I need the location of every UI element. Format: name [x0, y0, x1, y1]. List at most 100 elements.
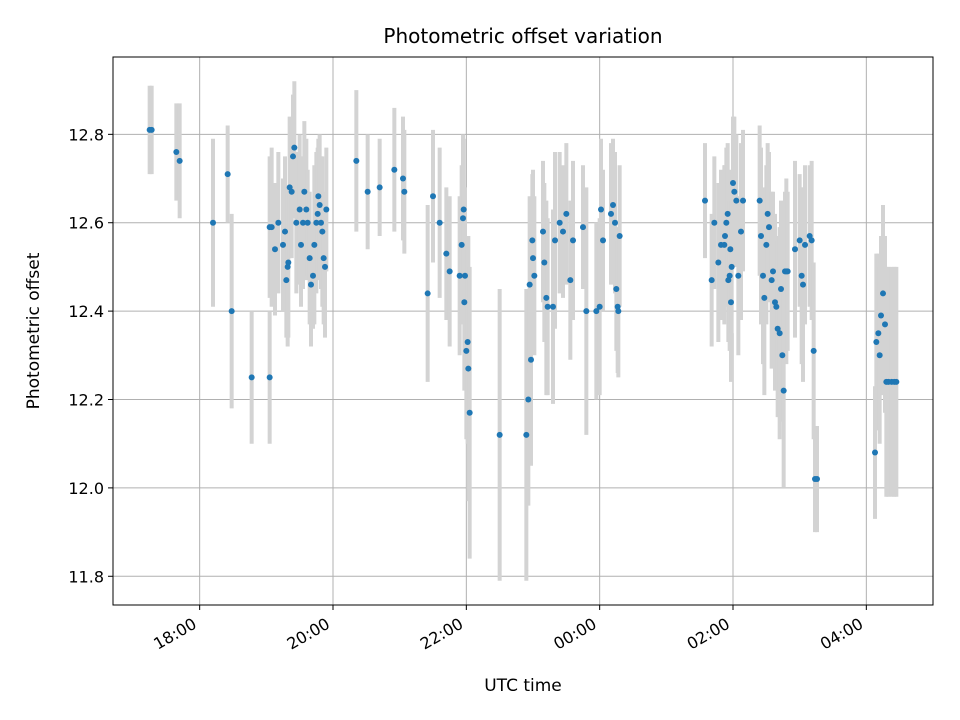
data-point — [465, 365, 472, 372]
data-point — [540, 228, 546, 235]
y-tick-label: 12.8 — [68, 125, 104, 144]
data-point — [291, 144, 298, 151]
data-point — [320, 255, 327, 262]
data-point — [728, 263, 735, 270]
data-point — [770, 268, 776, 275]
data-point — [726, 272, 733, 279]
data-point — [614, 303, 621, 310]
data-point — [443, 250, 450, 257]
data-point — [598, 206, 604, 213]
data-point — [376, 184, 383, 191]
y-axis-ticks: 11.8 12.0 12.2 12.4 12.6 12.8 — [68, 125, 113, 586]
data-point — [766, 224, 772, 231]
data-point — [723, 219, 730, 226]
data-point — [303, 206, 310, 213]
data-point — [796, 237, 803, 244]
data-point — [893, 378, 900, 385]
data-point — [715, 259, 722, 266]
data-point — [730, 179, 736, 186]
data-point — [760, 272, 766, 279]
data-point — [353, 157, 360, 164]
data-point — [596, 303, 603, 310]
data-point — [580, 224, 586, 231]
data-point — [735, 272, 742, 279]
data-point — [461, 299, 468, 306]
data-point — [311, 241, 318, 248]
data-point — [808, 237, 815, 244]
data-point — [761, 294, 768, 301]
data-point — [173, 149, 180, 156]
data-point — [876, 352, 883, 359]
data-point — [284, 263, 291, 270]
data-point — [878, 312, 884, 319]
data-point — [779, 352, 786, 359]
data-point — [400, 175, 406, 182]
data-point — [176, 157, 183, 164]
data-point — [792, 246, 798, 253]
data-point — [290, 153, 296, 160]
data-point — [780, 387, 787, 394]
data-point — [456, 272, 463, 279]
data-point — [308, 281, 314, 288]
data-point — [528, 356, 534, 363]
y-tick-label: 12.0 — [68, 479, 104, 498]
data-point — [272, 246, 278, 253]
data-point — [711, 219, 718, 226]
data-point — [541, 259, 548, 266]
data-point — [543, 294, 550, 301]
data-point — [882, 321, 888, 328]
y-tick-label: 12.4 — [68, 302, 104, 321]
data-point — [721, 241, 728, 248]
data-point — [728, 299, 734, 306]
y-tick-label: 11.8 — [68, 567, 104, 586]
data-point — [593, 308, 600, 315]
data-point — [727, 246, 734, 253]
data-point — [802, 241, 808, 248]
data-point — [275, 219, 282, 226]
data-point — [724, 210, 731, 217]
data-point — [525, 396, 532, 403]
data-point — [306, 255, 313, 262]
data-point — [364, 188, 371, 195]
data-point — [764, 210, 771, 217]
data-point — [300, 219, 306, 226]
data-point — [463, 347, 470, 354]
data-point — [530, 255, 536, 262]
data-point — [523, 431, 530, 438]
data-point — [319, 228, 326, 235]
data-point — [784, 268, 791, 275]
data-point — [610, 202, 616, 209]
data-point — [702, 197, 708, 204]
data-point — [313, 219, 320, 226]
data-point — [616, 232, 623, 239]
data-point — [756, 197, 763, 204]
data-point — [314, 210, 321, 217]
data-point — [304, 219, 311, 226]
data-point — [529, 237, 536, 244]
data-point — [738, 228, 744, 235]
data-point — [436, 219, 443, 226]
data-point — [301, 188, 308, 195]
data-point — [318, 219, 324, 226]
data-point — [800, 281, 806, 288]
data-point — [875, 330, 882, 337]
data-point — [280, 241, 286, 248]
data-point — [763, 241, 770, 248]
data-point — [758, 232, 764, 239]
data-point — [570, 237, 576, 244]
data-point — [248, 374, 255, 381]
data-point — [316, 202, 323, 209]
data-point — [401, 188, 408, 195]
data-point — [282, 228, 288, 235]
data-point — [872, 449, 878, 456]
data-point — [880, 290, 886, 297]
data-point — [544, 303, 551, 310]
data-point — [526, 281, 533, 288]
data-point — [722, 232, 728, 239]
data-point — [268, 224, 275, 231]
data-point — [613, 286, 620, 293]
y-tick-label: 12.2 — [68, 391, 104, 410]
data-point — [460, 215, 466, 222]
data-point — [560, 228, 566, 235]
